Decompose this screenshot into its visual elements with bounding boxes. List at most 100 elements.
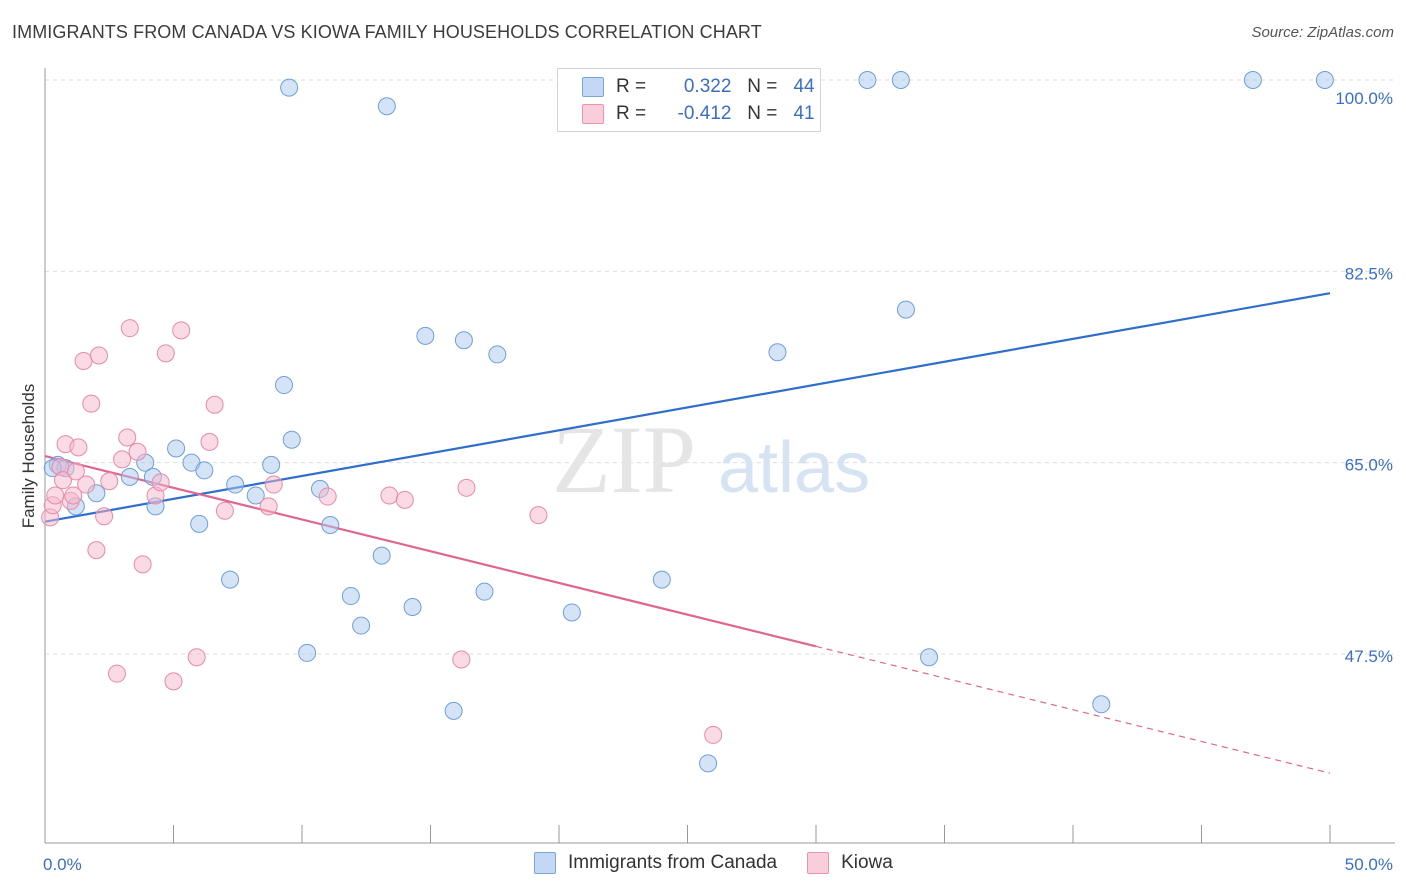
y-tick-label: 82.5% (1345, 264, 1393, 283)
series-legend-kiowa: Kiowa (807, 852, 893, 874)
series-legend-canada: Immigrants from Canada (534, 852, 777, 874)
axes (44, 68, 1395, 844)
kiowa-point (200, 432, 219, 451)
canada-point (891, 71, 910, 89)
y-tick-labels: 47.5% 65.0% 82.5% 100.0% (1335, 89, 1393, 666)
canada-point (1243, 71, 1262, 89)
canada-point (246, 486, 265, 505)
correlation-legend: R = 0.322 N = 44 R = -0.412 N = 41 (557, 68, 821, 132)
canada-point (416, 326, 435, 345)
kiowa-trend-extension (815, 645, 1331, 774)
y-tick-label: 47.5% (1345, 647, 1393, 666)
series-label-kiowa: Kiowa (841, 852, 893, 873)
kiowa-point (529, 506, 548, 525)
canada-point (282, 430, 301, 449)
canada-point (699, 754, 718, 773)
legend-n-value: 44 (793, 76, 815, 97)
kiowa-point (74, 351, 93, 370)
legend-r-value: 0.322 (683, 76, 732, 97)
kiowa-point (318, 487, 337, 506)
kiowa-point (457, 478, 476, 497)
kiowa-point (69, 438, 88, 457)
kiowa-point (187, 648, 206, 667)
legend-r-label: R = (616, 103, 647, 124)
kiowa-point (205, 395, 224, 414)
y-tick-label: 100.0% (1335, 89, 1393, 108)
kiowa-point (164, 672, 183, 691)
canada-point (262, 455, 281, 474)
canada-point (488, 345, 507, 364)
legend-swatch-pink (582, 104, 604, 124)
kiowa-point (95, 507, 114, 526)
kiowa-point (156, 344, 175, 363)
canada-point (167, 439, 186, 458)
series-label-canada: Immigrants from Canada (568, 852, 778, 873)
canada-point (858, 71, 877, 89)
kiowa-point (113, 450, 132, 469)
kiowa-trend-line (44, 455, 817, 648)
y-tick-label: 65.0% (1345, 456, 1393, 475)
legend-swatch-blue (582, 77, 604, 97)
kiowa-point (64, 486, 83, 505)
kiowa-point (452, 650, 471, 669)
source-label: Source: ZipAtlas.com (1251, 24, 1394, 41)
canada-point (377, 97, 396, 116)
data-points (41, 71, 1334, 773)
canada-point (190, 514, 209, 533)
series-swatch-pink (807, 852, 830, 874)
legend-row-kiowa: R = -0.412 N = 41 (582, 101, 815, 127)
kiowa-point (380, 486, 399, 505)
series-legend: Immigrants from Canada Kiowa (534, 852, 923, 874)
kiowa-point (215, 501, 234, 520)
kiowa-point (151, 473, 170, 492)
legend-r-value: -0.412 (677, 103, 732, 124)
y-axis-label: Family Households (19, 384, 38, 529)
x-tick-labels: 0.0% 50.0% (43, 855, 1393, 874)
canada-point (403, 597, 422, 616)
kiowa-point (118, 428, 137, 447)
kiowa-point (107, 664, 126, 683)
canada-point (444, 701, 463, 720)
kiowa-point (46, 486, 65, 505)
canada-point (652, 570, 671, 589)
watermark-atlas: atlas (718, 428, 870, 508)
canada-point (475, 582, 494, 601)
canada-point (226, 475, 245, 494)
canada-point (562, 603, 581, 622)
kiowa-point (100, 472, 119, 491)
legend-row-canada: R = 0.322 N = 44 (582, 74, 815, 100)
canada-point (768, 343, 787, 362)
canada-point (1315, 71, 1334, 89)
kiowa-point (395, 490, 414, 509)
kiowa-point (53, 471, 72, 490)
canada-point (275, 376, 294, 395)
chart-title: IMMIGRANTS FROM CANADA VS KIOWA FAMILY H… (12, 22, 762, 42)
kiowa-point (120, 319, 139, 338)
canada-point (920, 648, 939, 667)
x-tick-label: 50.0% (1345, 855, 1393, 874)
canada-point (372, 546, 391, 565)
canada-point (1092, 695, 1111, 714)
kiowa-point (264, 475, 283, 494)
watermark-zip: ZIP (552, 406, 696, 513)
canada-point (298, 643, 317, 662)
canada-point (221, 570, 240, 589)
grid-lines (45, 79, 1395, 655)
kiowa-point (89, 346, 108, 365)
canada-point (341, 587, 360, 606)
kiowa-point (87, 541, 106, 560)
watermark: ZIP atlas (552, 406, 870, 513)
legend-n-label: N = (747, 76, 778, 97)
legend-n-value: 41 (793, 103, 815, 124)
x-tick-label: 0.0% (43, 855, 82, 874)
kiowa-point (82, 394, 101, 413)
kiowa-point (172, 321, 191, 340)
canada-point (120, 467, 139, 486)
canada-point (896, 300, 915, 319)
canada-point (280, 78, 299, 97)
legend-r-label: R = (616, 76, 647, 97)
kiowa-point (704, 725, 723, 744)
canada-point (454, 331, 473, 350)
canada-point (321, 515, 340, 534)
